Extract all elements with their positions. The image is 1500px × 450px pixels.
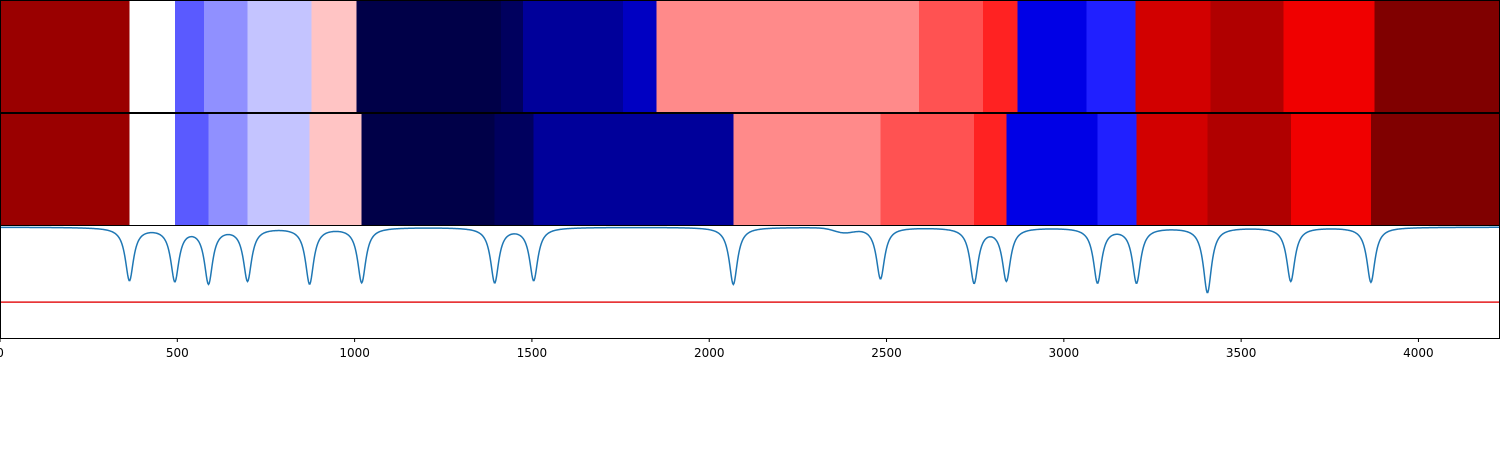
heatmap-segment <box>356 1 502 112</box>
signal-panel <box>0 225 1500 339</box>
heatmap-segment <box>1097 114 1137 225</box>
heatmap-segment <box>1136 114 1208 225</box>
heatmap-segment <box>1370 114 1500 225</box>
heatmap-segment <box>311 1 357 112</box>
x-tick-label: 3000 <box>1049 346 1080 360</box>
panel-frame <box>0 225 1500 339</box>
heatmap-segment <box>1210 1 1284 112</box>
x-tick-label: 1000 <box>339 346 370 360</box>
heatmap-segment <box>174 1 204 112</box>
heatmap-segment <box>501 1 524 112</box>
heatmap-segment <box>309 114 362 225</box>
heatmap-segment <box>1207 114 1291 225</box>
x-tick-label: 2500 <box>871 346 902 360</box>
x-tick-label: 500 <box>166 346 189 360</box>
heatmap-segment <box>494 114 534 225</box>
x-tick-label: 0 <box>0 346 4 360</box>
heatmap-segment <box>129 114 175 225</box>
heatmap-segment <box>1017 1 1087 112</box>
heatmap-segment <box>0 1 130 112</box>
heatmap-segment <box>974 114 1007 225</box>
heatmap-track-1 <box>0 0 1500 113</box>
heatmap-segment <box>174 114 209 225</box>
heatmap-segment <box>1135 1 1211 112</box>
heatmap-segment <box>533 114 734 225</box>
heatmap-segment <box>918 1 983 112</box>
heatmap-segment <box>1086 1 1136 112</box>
heatmap-segment <box>247 1 312 112</box>
heatmap-segment <box>203 1 248 112</box>
signal-line <box>0 226 1500 294</box>
heatmap-segment <box>1290 114 1371 225</box>
heatmap-segment <box>0 114 130 225</box>
heatmap-segment <box>656 1 919 112</box>
x-axis: 0 500 1000 1500 2000 2500 3000 3500 4000 <box>0 338 1434 360</box>
x-tick-label: 2000 <box>694 346 725 360</box>
x-tick-label: 3500 <box>1226 346 1257 360</box>
heatmap-track-2 <box>0 113 1500 226</box>
heatmap-segment <box>982 1 1018 112</box>
heatmap-segment <box>733 114 881 225</box>
heatmap-segment <box>247 114 310 225</box>
heatmap-segment <box>1374 1 1500 112</box>
heatmap-segment <box>1283 1 1375 112</box>
x-tick-label: 4000 <box>1403 346 1434 360</box>
heatmap-segment <box>623 1 657 112</box>
heatmap-segment <box>523 1 624 112</box>
heatmap-segment <box>208 114 248 225</box>
x-tick-label: 1500 <box>517 346 548 360</box>
heatmap-segment <box>880 114 975 225</box>
heatmap-segment <box>361 114 495 225</box>
heatmap-segment <box>1006 114 1098 225</box>
heatmap-segment <box>129 1 175 112</box>
